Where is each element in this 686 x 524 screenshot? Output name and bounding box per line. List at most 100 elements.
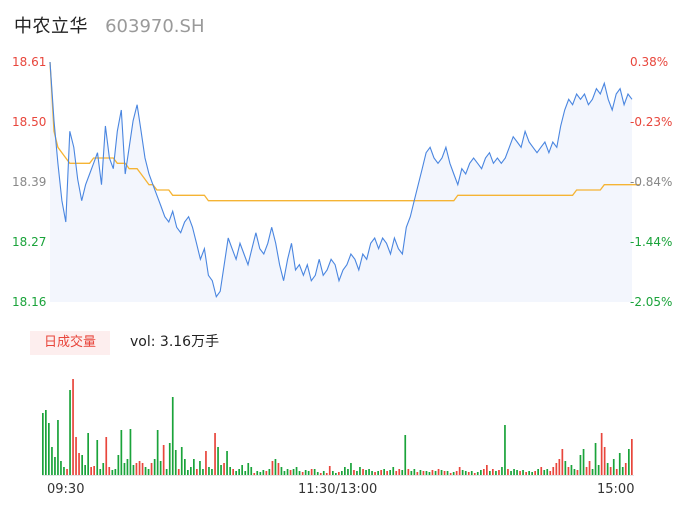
volume-bar — [464, 471, 467, 475]
volume-bar — [63, 467, 65, 475]
volume-bar — [597, 465, 600, 475]
volume-bar — [467, 472, 470, 475]
y-right-tick: -0.84% — [630, 175, 673, 189]
volume-bar — [81, 455, 83, 475]
volume-bar — [150, 463, 153, 475]
volume-bar — [316, 472, 319, 475]
volume-bar — [271, 461, 274, 475]
volume-bar — [156, 430, 159, 475]
volume-bar — [501, 467, 503, 475]
volume-bar — [57, 420, 59, 475]
volume-bar — [425, 471, 428, 475]
volume-bar — [102, 463, 105, 475]
volume-bar — [72, 379, 74, 475]
volume-bar — [174, 450, 177, 475]
volume-bar — [250, 467, 253, 475]
volume-bar — [492, 469, 494, 475]
volume-bar — [199, 461, 201, 475]
volume-bar — [628, 449, 630, 475]
y-right-tick: -1.44% — [630, 235, 673, 249]
volume-bar — [262, 470, 265, 475]
volume-bar — [368, 469, 370, 475]
volume-bar — [516, 470, 518, 475]
volume-tab[interactable]: 日成交量 — [30, 331, 110, 355]
volume-bar — [193, 459, 195, 475]
volume-bar — [168, 443, 171, 475]
price-line — [49, 61, 633, 298]
volume-bar — [588, 461, 591, 475]
volume-bar — [576, 470, 579, 475]
volume-bar — [117, 455, 120, 475]
volume-bar — [105, 437, 108, 475]
volume-bar — [129, 429, 132, 475]
volume-bar — [561, 449, 564, 475]
volume-bar — [473, 473, 476, 475]
volume-bar — [289, 470, 292, 475]
volume-bar — [322, 471, 325, 475]
volume-bar — [292, 469, 295, 475]
volume-bar — [480, 470, 482, 475]
volume-bar — [573, 469, 576, 475]
volume-bar — [220, 465, 222, 475]
volume-bar — [238, 469, 240, 475]
volume-bar — [495, 471, 497, 475]
avg-price-line — [49, 61, 640, 202]
volume-bar — [84, 465, 86, 475]
volume-bar — [452, 472, 455, 475]
volume-bar — [534, 471, 536, 475]
volume-bar — [171, 397, 174, 475]
y-left-tick: 18.61 — [12, 55, 47, 69]
y-left-tick: 18.16 — [12, 295, 47, 309]
volume-bar — [144, 467, 147, 475]
x-tick: 15:00 — [597, 482, 635, 497]
volume-bar — [307, 471, 310, 475]
volume-bar — [528, 471, 530, 475]
volume-bar — [217, 447, 219, 475]
volume-bar — [525, 472, 527, 475]
volume-bar — [513, 469, 515, 475]
volume-bar — [75, 437, 77, 475]
volume-bar — [162, 445, 165, 475]
volume-bar — [45, 410, 47, 475]
volume-bar — [437, 469, 440, 475]
volume-bar — [253, 473, 256, 475]
volume-bar — [332, 471, 334, 475]
volume-bar — [138, 461, 141, 475]
volume-bar — [606, 463, 609, 475]
volume-bar — [126, 459, 129, 475]
price-area-fill — [50, 62, 632, 302]
volume-bar — [187, 470, 189, 475]
volume-bar — [214, 433, 216, 475]
y-right-tick: -0.23% — [630, 115, 673, 129]
volume-bar — [507, 469, 509, 475]
volume-bar — [283, 471, 286, 475]
volume-bar — [93, 466, 95, 475]
volume-bar — [410, 471, 413, 475]
volume-bar — [66, 469, 68, 475]
volume-bar — [153, 459, 156, 475]
volume-bar — [476, 472, 479, 475]
volume-bar — [483, 469, 485, 475]
volume-bar — [184, 459, 186, 475]
volume-bar — [259, 472, 262, 475]
volume-bar — [431, 470, 434, 475]
volume-bar — [298, 471, 301, 475]
volume-bar — [177, 469, 180, 475]
volume-bar — [304, 470, 307, 475]
volume-bar — [344, 467, 346, 475]
volume-bar — [374, 472, 376, 475]
volume-bar — [274, 459, 277, 475]
volume-bar — [603, 447, 606, 475]
y-right-tick: -2.05% — [630, 295, 673, 309]
volume-bar — [564, 461, 567, 475]
volume-bar — [295, 467, 298, 475]
volume-bar — [386, 471, 388, 475]
y-left-tick: 18.39 — [12, 175, 47, 189]
volume-bar — [555, 463, 558, 475]
volume-bar — [449, 473, 452, 475]
stock-header: 中农立华 603970.SH — [14, 12, 205, 40]
volume-bar — [401, 470, 404, 475]
volume-bar — [389, 470, 391, 475]
volume-bar — [99, 469, 102, 475]
volume-bar — [235, 471, 237, 475]
